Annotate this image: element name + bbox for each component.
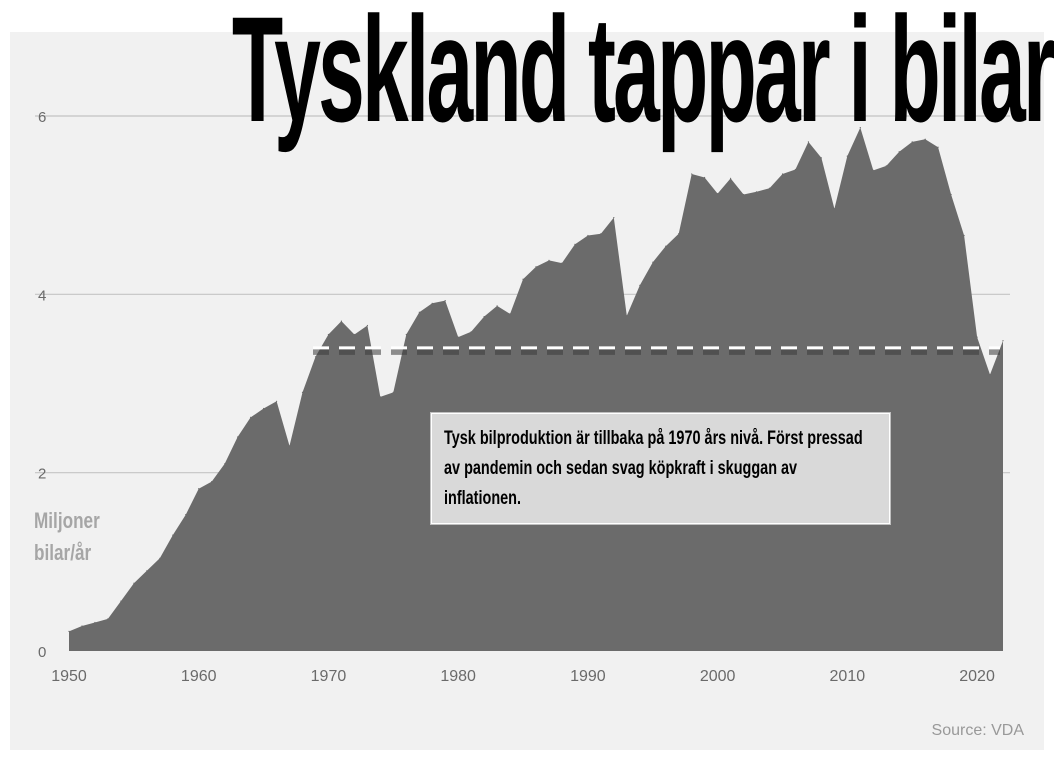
data-point-2019	[963, 234, 965, 237]
y-tick-label: 4	[38, 287, 46, 304]
data-point-1991	[600, 233, 602, 235]
area-series	[68, 127, 1004, 652]
data-point-2000	[717, 193, 719, 195]
data-point-1989	[574, 243, 576, 245]
data-point-1972	[353, 333, 355, 336]
data-point-1998	[691, 173, 693, 175]
data-point-1988	[561, 262, 563, 264]
data-point-1959	[185, 514, 187, 516]
data-point-1979	[444, 300, 446, 302]
data-point-1964	[250, 416, 252, 418]
unit-label-line-1: Miljoner	[34, 508, 100, 533]
data-point-1974	[379, 396, 381, 398]
data-point-1984	[509, 313, 511, 315]
x-tick-label: 2000	[700, 668, 736, 685]
data-point-1954	[120, 600, 122, 602]
data-point-2022	[1002, 340, 1004, 342]
data-point-1952	[94, 621, 96, 624]
data-point-1957	[159, 557, 161, 559]
x-axis: 1950 1960 1970 1980 1990 2000 2010 2020	[51, 668, 995, 685]
data-point-1960	[198, 488, 200, 490]
data-point-2001	[730, 177, 732, 179]
data-point-1982	[483, 316, 485, 318]
data-point-1963	[237, 436, 239, 438]
data-point-2014	[898, 151, 900, 153]
data-point-1993	[626, 315, 628, 317]
data-point-2021	[989, 374, 991, 376]
y-tick-label: 2	[38, 466, 46, 483]
y-tick-label: 0	[38, 644, 46, 661]
data-point-2004	[768, 187, 771, 189]
data-point-2002	[743, 193, 745, 196]
data-point-1951	[81, 625, 83, 627]
data-point-1950	[68, 630, 70, 633]
data-point-1999	[704, 176, 706, 179]
data-point-1969	[314, 356, 317, 358]
data-point-2006	[794, 168, 797, 171]
data-point-1977	[418, 311, 420, 313]
data-point-2003	[755, 191, 758, 193]
data-point-1983	[496, 305, 498, 307]
data-point-1966	[276, 400, 278, 402]
data-point-2010	[846, 155, 848, 157]
data-point-1953	[107, 618, 109, 620]
data-point-1975	[392, 391, 394, 393]
data-point-2011	[859, 127, 861, 129]
x-tick-label: 1980	[440, 668, 476, 685]
data-point-2009	[833, 208, 836, 210]
data-point-2015	[911, 141, 913, 143]
data-point-2012	[872, 169, 874, 171]
data-point-1981	[470, 331, 472, 333]
data-point-2007	[807, 141, 810, 143]
data-point-1965	[263, 407, 265, 410]
data-point-1956	[146, 570, 148, 572]
y-tick-label: 6	[38, 109, 46, 126]
annotation-box: Tysk bilproduktion är tillbaka på 1970 å…	[431, 413, 890, 524]
data-point-1986	[535, 266, 537, 268]
annotation-text: Tysk bilproduktion är tillbaka på 1970 å…	[444, 428, 863, 509]
data-point-1973	[366, 324, 368, 327]
data-point-1994	[639, 284, 641, 286]
data-point-1987	[548, 259, 550, 261]
data-point-2016	[924, 138, 926, 140]
data-point-1990	[587, 234, 589, 237]
data-point-1996	[665, 245, 667, 247]
data-point-1962	[224, 463, 226, 465]
data-point-1970	[327, 333, 329, 336]
reference-line-group	[313, 346, 1000, 355]
unit-label-line-2: bilar/år	[34, 540, 92, 565]
data-point-1995	[652, 261, 654, 263]
data-point-1967	[288, 445, 291, 447]
data-point-1978	[431, 302, 433, 304]
x-tick-label: 2010	[830, 668, 866, 685]
x-tick-label: 2020	[959, 668, 995, 685]
chart-title: Tyskland tappar i bilar	[231, 0, 1054, 153]
data-point-1980	[457, 336, 459, 338]
area-fill	[69, 127, 1003, 652]
y-axis: 0 2 4 6	[38, 109, 46, 661]
data-point-1997	[678, 233, 680, 235]
data-point-2020	[976, 336, 978, 338]
x-tick-label: 1960	[181, 668, 217, 685]
data-point-1958	[172, 534, 174, 536]
data-point-2018	[950, 193, 952, 196]
x-tick-label: 1950	[51, 668, 87, 685]
data-point-2005	[781, 173, 784, 175]
data-point-2013	[885, 165, 887, 167]
source-label: Source: VDA	[931, 722, 1024, 739]
data-point-2008	[820, 157, 823, 159]
data-point-1992	[613, 217, 615, 219]
data-point-1955	[133, 582, 135, 584]
data-point-1961	[211, 481, 213, 483]
data-point-1971	[340, 320, 342, 322]
x-tick-label: 1970	[311, 668, 347, 685]
x-tick-label: 1990	[570, 668, 606, 685]
y-axis-unit-label: Miljoner bilar/år	[34, 505, 128, 569]
data-point-2017	[937, 146, 939, 148]
data-point-1968	[301, 391, 304, 393]
data-point-1976	[405, 333, 407, 336]
data-point-1985	[522, 278, 524, 280]
